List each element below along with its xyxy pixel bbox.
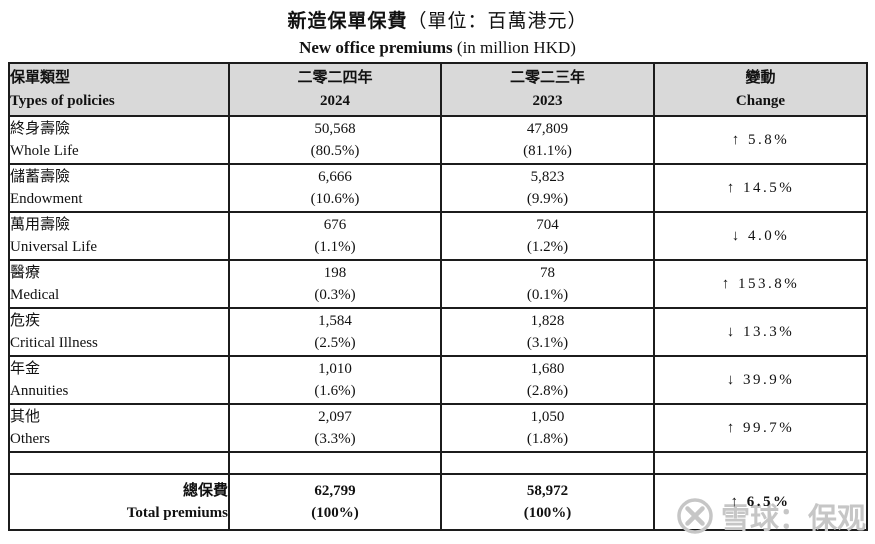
change-cell: ↑ 5.8% — [653, 115, 868, 165]
watermark: 雪球：保观 — [676, 495, 866, 537]
value-2024-cell: 50,568 (80.5%) — [228, 115, 442, 165]
policy-type-cell: 其他 Others — [8, 403, 230, 453]
spacer-cell — [440, 451, 655, 475]
premiums-table: 保單類型 Types of policies 二零二四年 2024 二零二三年 … — [8, 62, 868, 531]
table-row-universal-life: 萬用壽險 Universal Life 676 (1.1%) 704 (1.2%… — [8, 211, 868, 261]
value-2024-cell: 1,584 (2.5%) — [228, 307, 442, 357]
table-row-total: 總保費 Total premiums 62,799 (100%) 58,972 … — [8, 473, 868, 531]
total-2024-cell: 62,799 (100%) — [228, 473, 442, 531]
title-zh-unit: （單位：百萬港元） — [407, 11, 588, 32]
table-row-endowment: 儲蓄壽險 Endowment 6,666 (10.6%) 5,823 (9.9%… — [8, 163, 868, 213]
table-row-critical-illness: 危疾 Critical Illness 1,584 (2.5%) 1,828 (… — [8, 307, 868, 357]
total-2023-cell: 58,972 (100%) — [440, 473, 655, 531]
value-2024-cell: 6,666 (10.6%) — [228, 163, 442, 213]
table-row-others: 其他 Others 2,097 (3.3%) 1,050 (1.8%) ↑ 99… — [8, 403, 868, 453]
header-types-of-policies: 保單類型 Types of policies — [8, 62, 230, 117]
spacer-cell — [228, 451, 442, 475]
change-cell: ↑ 99.7% — [653, 403, 868, 453]
policy-type-cell: 萬用壽險 Universal Life — [8, 211, 230, 261]
header-year-2023: 二零二三年 2023 — [440, 62, 655, 117]
spacer-cell — [653, 451, 868, 475]
table-row-whole-life: 終身壽險 Whole Life 50,568 (80.5%) 47,809 (8… — [8, 115, 868, 165]
change-cell: ↓ 39.9% — [653, 355, 868, 405]
page-title: 新造保單保費（單位：百萬港元） New office premiums (in … — [0, 0, 875, 58]
policy-type-cell: 醫療 Medical — [8, 259, 230, 309]
spacer-cell — [8, 451, 230, 475]
change-cell: ↓ 13.3% — [653, 307, 868, 357]
value-2024-cell: 676 (1.1%) — [228, 211, 442, 261]
table-row-annuities: 年金 Annuities 1,010 (1.6%) 1,680 (2.8%) ↓… — [8, 355, 868, 405]
policy-type-cell: 危疾 Critical Illness — [8, 307, 230, 357]
value-2023-cell: 1,828 (3.1%) — [440, 307, 655, 357]
policy-type-cell: 年金 Annuities — [8, 355, 230, 405]
value-2023-cell: 1,680 (2.8%) — [440, 355, 655, 405]
value-2023-cell: 47,809 (81.1%) — [440, 115, 655, 165]
table-row-medical: 醫療 Medical 198 (0.3%) 78 (0.1%) ↑ 153.8% — [8, 259, 868, 309]
xueqiu-logo-icon — [677, 498, 713, 534]
change-cell: ↑ 14.5% — [653, 163, 868, 213]
value-2024-cell: 198 (0.3%) — [228, 259, 442, 309]
header-change: 變動 Change — [653, 62, 868, 117]
value-2023-cell: 5,823 (9.9%) — [440, 163, 655, 213]
table-header-row: 保單類型 Types of policies 二零二四年 2024 二零二三年 … — [8, 62, 868, 117]
change-cell: ↑ 153.8% — [653, 259, 868, 309]
value-2024-cell: 1,010 (1.6%) — [228, 355, 442, 405]
change-cell: ↓ 4.0% — [653, 211, 868, 261]
title-chinese: 新造保單保費（單位：百萬港元） — [0, 6, 875, 33]
title-en-main: New office premiums — [299, 38, 453, 57]
value-2024-cell: 2,097 (3.3%) — [228, 403, 442, 453]
title-english: New office premiums (in million HKD) — [0, 38, 875, 58]
title-en-unit: (in million HKD) — [452, 38, 576, 57]
title-zh-main: 新造保單保費 — [287, 11, 408, 32]
header-year-2024: 二零二四年 2024 — [228, 62, 442, 117]
value-2023-cell: 1,050 (1.8%) — [440, 403, 655, 453]
watermark-text: 雪球：保观 — [721, 503, 867, 535]
policy-type-cell: 終身壽險 Whole Life — [8, 115, 230, 165]
policy-type-cell: 儲蓄壽險 Endowment — [8, 163, 230, 213]
value-2023-cell: 704 (1.2%) — [440, 211, 655, 261]
total-label-cell: 總保費 Total premiums — [8, 473, 230, 531]
value-2023-cell: 78 (0.1%) — [440, 259, 655, 309]
spacer-row — [8, 451, 868, 475]
